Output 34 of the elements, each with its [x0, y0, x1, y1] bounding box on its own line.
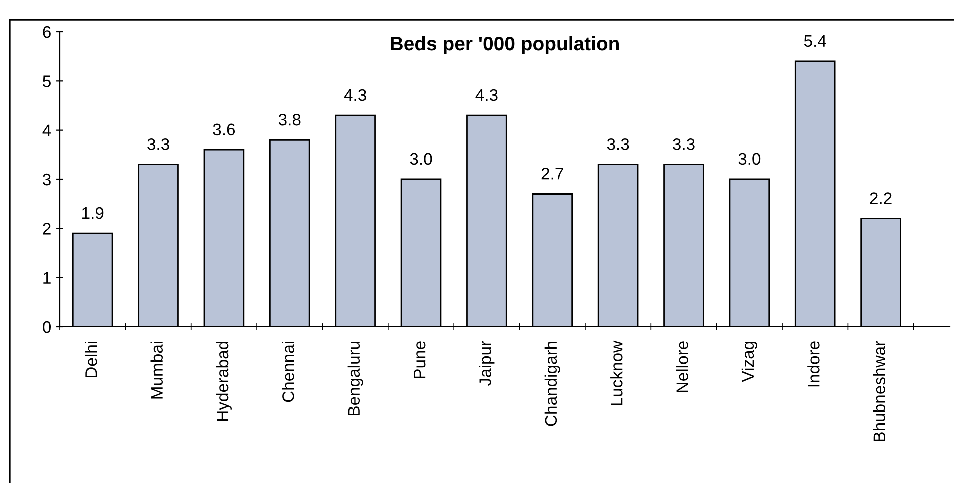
x-tick-label: Delhi — [85, 342, 98, 378]
x-tick-label: Mumbai — [150, 342, 163, 399]
data-label: 4.3 — [344, 89, 366, 102]
y-tick-label: 2 — [43, 223, 51, 235]
data-label: 5.4 — [804, 35, 826, 48]
x-tick-label: Nellore — [676, 342, 688, 392]
data-label: 3.6 — [213, 124, 236, 136]
data-label: 3.0 — [410, 153, 432, 166]
y-tick-label: 5 — [43, 76, 51, 88]
x-tick-label: Indore — [808, 342, 820, 387]
x-tick-label: Chennai — [282, 342, 294, 402]
data-label: 1.9 — [82, 207, 104, 220]
x-tick-label: Chandigarh — [544, 342, 560, 426]
x-tick-label: Jaipur — [479, 341, 495, 386]
x-tick-label: Pune — [414, 342, 426, 378]
data-label: 3.3 — [673, 138, 695, 150]
data-label: 3.3 — [148, 138, 170, 150]
y-tick-label: 0 — [43, 321, 52, 334]
y-tick-label: 4 — [42, 124, 52, 136]
x-tick-label: Bengaluru — [348, 342, 364, 416]
data-label: 3.0 — [738, 153, 761, 166]
data-label: 4.3 — [476, 89, 498, 102]
x-tick-label: Hyderabad — [216, 342, 232, 422]
chart-title: Beds per '000 population — [391, 36, 620, 55]
data-label: 3.3 — [607, 138, 630, 150]
x-tick-label: Lucknow — [610, 340, 623, 406]
y-tick-label: 1 — [44, 272, 51, 284]
y-tick-label: 3 — [43, 174, 51, 186]
y-tick-label: 6 — [43, 26, 51, 38]
x-tick-label: Bhubneshwar — [873, 341, 886, 442]
x-tick-label: Vizag — [742, 342, 758, 382]
data-label: 3.8 — [278, 114, 301, 126]
data-label: 2.2 — [870, 192, 892, 204]
data-label: 2.7 — [542, 168, 564, 180]
